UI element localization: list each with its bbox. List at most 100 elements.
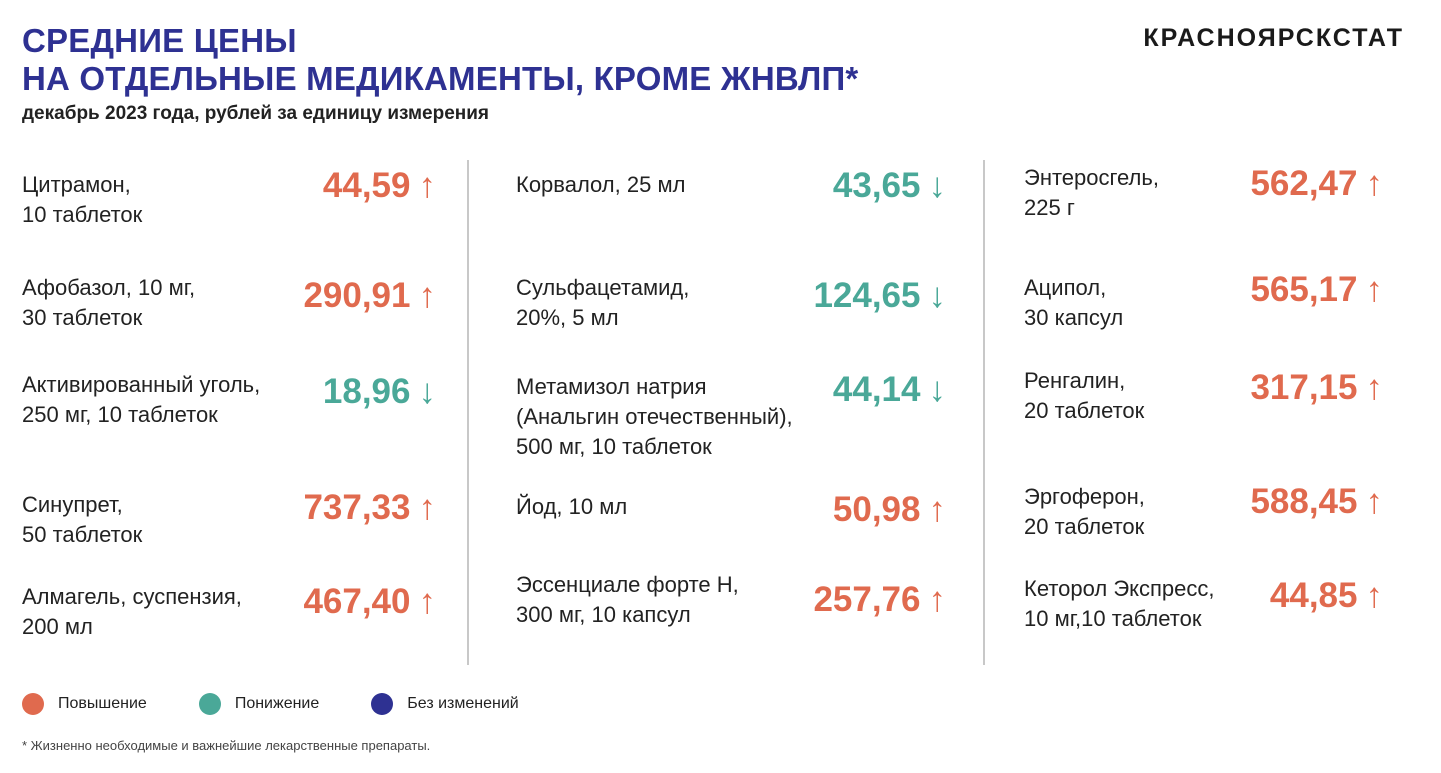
medicine-name-line: Йод, 10 мл <box>516 494 628 519</box>
medicine-price: 43,65 ↓ <box>833 166 946 206</box>
medicine-name-line: Кеторол Экспресс, <box>1024 576 1215 601</box>
medicine-price: 44,85 ↑ <box>1270 576 1383 616</box>
page-title: СРЕДНИЕ ЦЕНЫ НА ОТДЕЛЬНЫЕ МЕДИКАМЕНТЫ, К… <box>22 22 858 98</box>
page-subtitle: декабрь 2023 года, рублей за единицу изм… <box>22 103 490 124</box>
medicine-price: 562,47 ↑ <box>1250 164 1383 204</box>
price-value: 43,65 <box>832 166 921 205</box>
arrow-down-icon: ↓ <box>928 276 947 315</box>
medicine-name-line: Ренгалин, <box>1024 368 1126 393</box>
arrow-down-icon: ↓ <box>418 372 437 411</box>
medicine-name: Алмагель, суспензия, 200 мл <box>22 582 242 642</box>
medicine-price: 317,15 ↑ <box>1250 368 1383 408</box>
medicine-name-line: 20 таблеток <box>1024 398 1145 423</box>
medicine-name: Афобазол, 10 мг, 30 таблеток <box>22 273 195 333</box>
medicine-name-line: 10 мг,10 таблеток <box>1024 606 1202 631</box>
medicine-name-line: Афобазол, 10 мг, <box>22 275 196 300</box>
price-value: 737,33 <box>303 488 411 527</box>
medicine-price: 50,98 ↑ <box>833 490 946 530</box>
price-value: 565,17 <box>1250 270 1358 309</box>
arrow-up-icon: ↑ <box>928 580 947 619</box>
legend-item-no-change: Без изменений <box>371 693 519 715</box>
arrow-down-icon: ↓ <box>928 166 947 205</box>
medicine-price: 44,59 ↑ <box>323 166 436 206</box>
medicine-name-line: 20 таблеток <box>1024 514 1145 539</box>
brand-logo: КРАСНОЯРСКСТАТ <box>1143 24 1404 52</box>
arrow-up-icon: ↑ <box>1365 482 1384 521</box>
medicine-name: Энтеросгель, 225 г <box>1024 163 1159 223</box>
price-value: 562,47 <box>1250 164 1358 203</box>
medicine-price: 737,33 ↑ <box>303 488 436 528</box>
medicine-price: 565,17 ↑ <box>1250 270 1383 310</box>
medicine-name-line: 300 мг, 10 капсул <box>516 602 691 627</box>
legend-label-no-change: Без изменений <box>407 695 519 712</box>
medicine-name-line: 30 таблеток <box>22 305 143 330</box>
medicine-name-line: Энтеросгель, <box>1024 165 1159 190</box>
legend-item-increase: Повышение <box>22 693 147 715</box>
medicine-price: 18,96 ↓ <box>323 372 436 412</box>
medicine-name: Цитрамон, 10 таблеток <box>22 170 142 230</box>
decrease-dot-icon <box>198 693 221 715</box>
medicine-name: Эргоферон, 20 таблеток <box>1024 482 1145 542</box>
arrow-up-icon: ↑ <box>418 166 437 205</box>
medicine-name-line: Метамизол натрия <box>516 374 707 399</box>
medicine-name-line: 30 капсул <box>1024 305 1124 330</box>
medicine-name: Аципол, 30 капсул <box>1024 273 1123 333</box>
medicine-name-line: Алмагель, суспензия, <box>22 584 242 609</box>
medicine-name-line: (Анальгин отечественный), <box>516 404 793 429</box>
price-value: 50,98 <box>832 490 921 529</box>
medicine-name-line: Эссенциале форте Н, <box>516 572 739 597</box>
arrow-up-icon: ↑ <box>1365 270 1384 309</box>
arrow-up-icon: ↑ <box>418 582 437 621</box>
medicine-name: Эссенциале форте Н, 300 мг, 10 капсул <box>516 570 739 630</box>
column-divider-2 <box>983 160 985 665</box>
legend-label-increase: Повышение <box>58 695 147 712</box>
price-value: 44,85 <box>1269 576 1358 615</box>
price-value: 44,59 <box>322 166 411 205</box>
price-value: 44,14 <box>832 370 921 409</box>
price-value: 588,45 <box>1250 482 1358 521</box>
medicine-name-line: 50 таблеток <box>22 522 143 547</box>
no-change-dot-icon <box>371 693 394 715</box>
arrow-up-icon: ↑ <box>1365 368 1384 407</box>
medicine-name: Синупрет, 50 таблеток <box>22 490 142 550</box>
medicine-name-line: Корвалол, 25 мл <box>516 172 686 197</box>
price-value: 317,15 <box>1250 368 1358 407</box>
medicine-name-line: 500 мг, 10 таблеток <box>516 434 712 459</box>
medicine-name: Активированный уголь, 250 мг, 10 таблеток <box>22 370 260 430</box>
medicine-name-line: Цитрамон, <box>22 172 131 197</box>
footnote: * Жизненно необходимые и важнейшие лекар… <box>22 738 431 753</box>
medicine-price: 588,45 ↑ <box>1250 482 1383 522</box>
arrow-up-icon: ↑ <box>1365 576 1384 615</box>
arrow-up-icon: ↑ <box>418 488 437 527</box>
medicine-price: 290,91 ↑ <box>303 276 436 316</box>
legend-item-decrease: Понижение <box>198 693 320 715</box>
legend-label-decrease: Понижение <box>234 695 320 712</box>
price-value: 257,76 <box>813 580 921 619</box>
medicine-name: Корвалол, 25 мл <box>516 170 685 200</box>
medicine-name: Сульфацетамид, 20%, 5 мл <box>516 273 689 333</box>
medicine-name-line: Активированный уголь, <box>22 372 261 397</box>
medicine-name-line: 10 таблеток <box>22 202 143 227</box>
arrow-up-icon: ↑ <box>928 490 947 529</box>
medicine-name: Кеторол Экспресс, 10 мг,10 таблеток <box>1024 574 1215 634</box>
price-value: 290,91 <box>303 276 411 315</box>
medicine-price: 124,65 ↓ <box>813 276 946 316</box>
medicine-name-line: Эргоферон, <box>1024 484 1145 509</box>
medicine-name-line: 200 мл <box>22 614 93 639</box>
medicine-name: Йод, 10 мл <box>516 492 627 522</box>
arrow-down-icon: ↓ <box>928 370 947 409</box>
medicine-price: 257,76 ↑ <box>813 580 946 620</box>
medicine-name-line: Аципол, <box>1024 275 1107 300</box>
title-line-1: СРЕДНИЕ ЦЕНЫ <box>22 22 297 59</box>
price-value: 18,96 <box>322 372 411 411</box>
title-line-2: НА ОТДЕЛЬНЫЕ МЕДИКАМЕНТЫ, КРОМЕ ЖНВЛП* <box>22 60 859 97</box>
medicine-name-line: 20%, 5 мл <box>516 305 619 330</box>
medicine-name: Ренгалин, 20 таблеток <box>1024 366 1144 426</box>
arrow-up-icon: ↑ <box>1365 164 1384 203</box>
medicine-name-line: 250 мг, 10 таблеток <box>22 402 218 427</box>
legend: Повышение Понижение Без изменений <box>22 693 571 715</box>
medicine-name-line: Синупрет, <box>22 492 123 517</box>
column-divider-1 <box>467 160 469 665</box>
increase-dot-icon <box>22 693 44 715</box>
medicine-name-line: Сульфацетамид, <box>516 275 690 300</box>
